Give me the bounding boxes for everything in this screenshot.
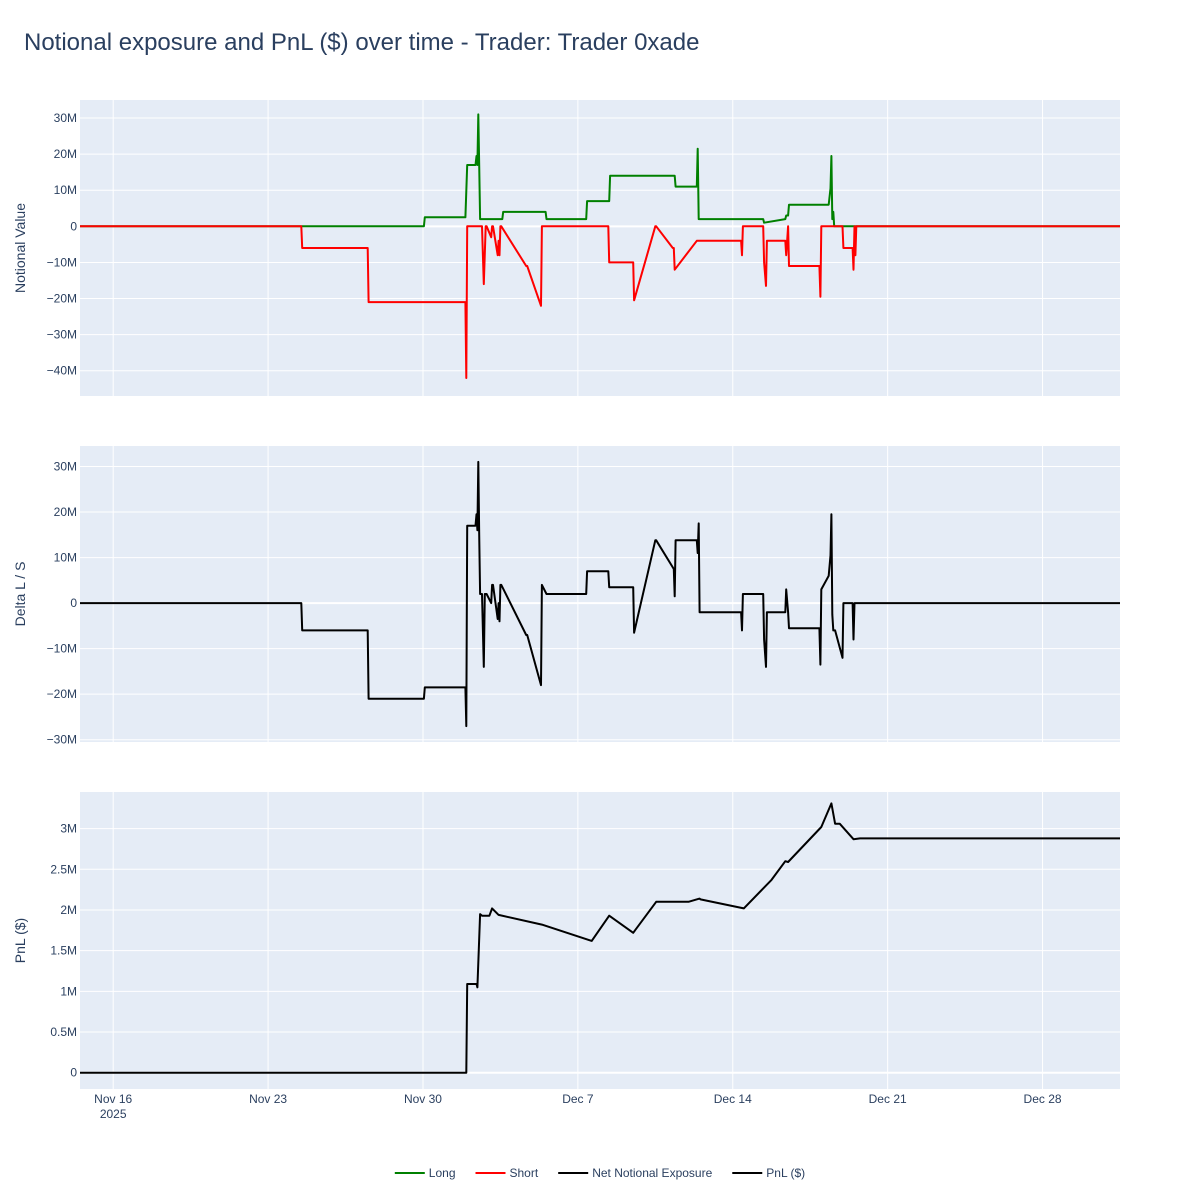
y-tick-label: 2M	[60, 903, 77, 917]
subplot-middle: 30M 20M 10M 0 −10M −20M −30M Delta L / S	[12, 446, 1120, 747]
y-tick-label: −40M	[47, 364, 77, 378]
legend-label: Short	[510, 1166, 539, 1180]
y-tick-label: 2.5M	[50, 862, 77, 876]
y-tick-label: 3M	[60, 822, 77, 836]
x-tick-label: Dec 7	[562, 1092, 594, 1106]
y-tick-label: 10M	[54, 551, 77, 565]
legend: Long Short Net Notional Exposure PnL ($)	[394, 1166, 805, 1180]
x-tick-label: Nov 16	[94, 1092, 132, 1106]
series-line-long	[80, 113, 1120, 228]
chart-title: Notional exposure and PnL ($) over time …	[24, 29, 699, 56]
y-tick-label: −20M	[47, 687, 77, 701]
legend-item: PnL ($)	[732, 1166, 805, 1180]
y-axis-title: Notional Value	[12, 203, 28, 293]
y-tick-label: 1M	[60, 984, 77, 998]
series-line-short	[80, 225, 1120, 379]
y-tick-label: 30M	[54, 111, 77, 125]
legend-item: Long	[394, 1166, 456, 1180]
y-tick-label: −20M	[47, 292, 77, 306]
series-line-pnl	[80, 802, 1120, 1074]
y-tick-label: −10M	[47, 642, 77, 656]
plot-area	[80, 446, 1120, 742]
y-axis-title: PnL ($)	[12, 918, 28, 963]
y-tick-label: 20M	[54, 147, 77, 161]
x-tick-label: Dec 21	[869, 1092, 907, 1106]
series-line-net-notional-exposure	[80, 460, 1120, 728]
y-tick-label: 0	[70, 596, 77, 610]
subplot-top: 30M 20M 10M 0 −10M −20M −30M −40M Notional Value	[12, 100, 1120, 396]
y-tick-label: 0.5M	[50, 1025, 77, 1039]
x-tick-label: Dec 28	[1024, 1092, 1062, 1106]
y-tick-label: 20M	[54, 505, 77, 519]
y-tick-label: 0	[70, 1066, 77, 1080]
legend-label: Net Notional Exposure	[592, 1166, 712, 1180]
y-tick-label: −30M	[47, 733, 77, 747]
legend-label: PnL ($)	[766, 1166, 805, 1180]
plot-area	[80, 792, 1120, 1089]
y-tick-label: −10M	[47, 255, 77, 269]
y-tick-label: 30M	[54, 459, 77, 473]
x-tick-year-label: 2025	[100, 1107, 127, 1121]
legend-item: Short	[475, 1166, 539, 1180]
y-axis-title: Delta L / S	[12, 562, 28, 627]
subplot-bottom: 3M 2.5M 2M 1.5M 1M 0.5M 0 PnL ($)	[12, 792, 1120, 1089]
y-tick-label: −30M	[47, 328, 77, 342]
y-tick-label: 10M	[54, 183, 77, 197]
legend-item: Net Notional Exposure	[558, 1166, 713, 1180]
plot-area	[80, 100, 1120, 396]
x-tick-label: Nov 23	[249, 1092, 287, 1106]
x-tick-label: Nov 30	[404, 1092, 442, 1106]
y-tick-label: 1.5M	[50, 944, 77, 958]
y-tick-label: 0	[70, 219, 77, 233]
x-tick-label: Dec 14	[714, 1092, 752, 1106]
legend-label: Long	[429, 1166, 456, 1180]
